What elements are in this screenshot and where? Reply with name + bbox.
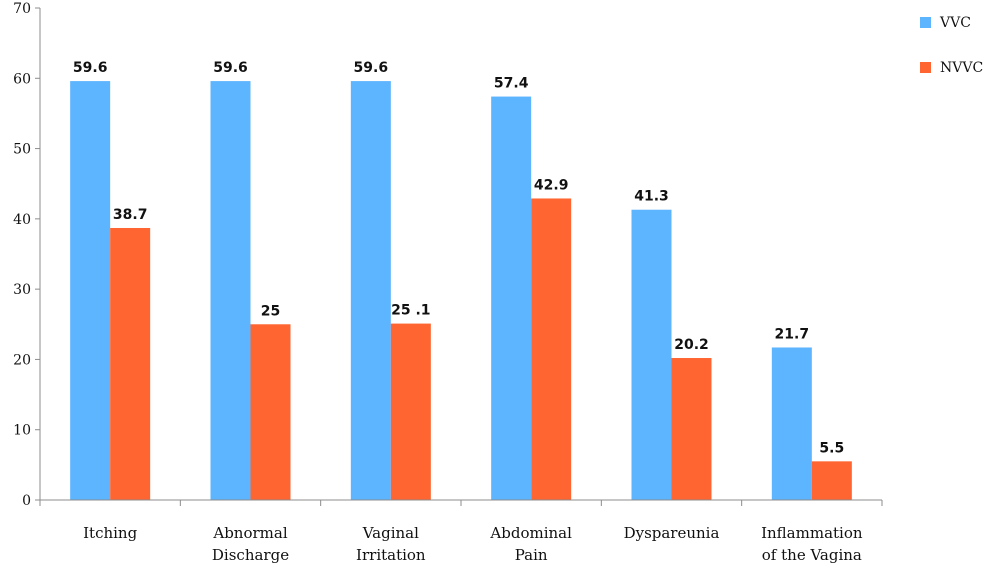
legend-label-nvvc: NVVC (940, 60, 983, 76)
category-label: Irritation (356, 546, 426, 564)
y-tick-label: 30 (13, 282, 31, 298)
data-label: 41.3 (634, 189, 669, 205)
data-label: 5.5 (819, 440, 844, 456)
category-label: Pain (515, 546, 548, 564)
data-label: 38.7 (113, 207, 148, 223)
category-label: Abnormal (212, 524, 287, 542)
category-label: Inflammation (761, 524, 863, 542)
data-label: 59.6 (354, 60, 389, 76)
category-label: Abdominal (489, 524, 572, 542)
bar-vvc (70, 81, 111, 501)
y-tick-label: 70 (13, 1, 31, 17)
data-label: 42.9 (534, 177, 569, 193)
bar-nvvc (250, 324, 291, 500)
legend-swatch-nvvc (920, 62, 931, 73)
bar-vvc (350, 81, 391, 501)
legend-label-vvc: VVC (939, 15, 971, 31)
bar-vvc (491, 96, 532, 500)
bar-vvc (771, 347, 812, 500)
bar-nvvc (390, 323, 431, 500)
bars: 59.6 59.6 59.6 57.4 41.3 21.7 38.7 25 25 .1 42.9 2… (70, 60, 852, 501)
y-tick-label: 50 (13, 142, 31, 158)
data-label: 57.4 (494, 76, 529, 92)
category-label: Itching (83, 524, 137, 542)
y-tick-label: 40 (13, 212, 31, 228)
bar-nvvc (531, 198, 572, 500)
data-label: 25 .1 (391, 303, 430, 319)
category-label: Discharge (212, 546, 289, 564)
y-tick-label: 0 (22, 493, 31, 509)
category-label: Dyspareunia (624, 524, 720, 542)
data-label: 59.6 (73, 60, 108, 76)
y-tick-label: 60 (13, 71, 31, 87)
bar-vvc (210, 81, 251, 501)
category-label: Vaginal (362, 524, 419, 542)
data-label: 20.2 (674, 337, 709, 353)
legend-swatch-vvc (920, 17, 931, 28)
y-axis: 0 10 20 30 40 50 60 70 (13, 1, 41, 509)
bar-nvvc (671, 358, 712, 500)
bar-nvvc (811, 461, 852, 500)
data-label: 59.6 (213, 60, 248, 76)
x-axis: Itching Abnormal Discharge Vaginal Irritatio… (39, 499, 883, 564)
bar-nvvc (110, 227, 151, 500)
data-label: 21.7 (775, 326, 810, 342)
data-label: 25 (261, 303, 280, 319)
bar-vvc (631, 209, 672, 500)
y-tick-label: 10 (13, 423, 31, 439)
legend: VVC NVVC (920, 15, 983, 76)
y-tick-label: 20 (13, 352, 31, 368)
category-label: of the Vagina (762, 546, 862, 564)
